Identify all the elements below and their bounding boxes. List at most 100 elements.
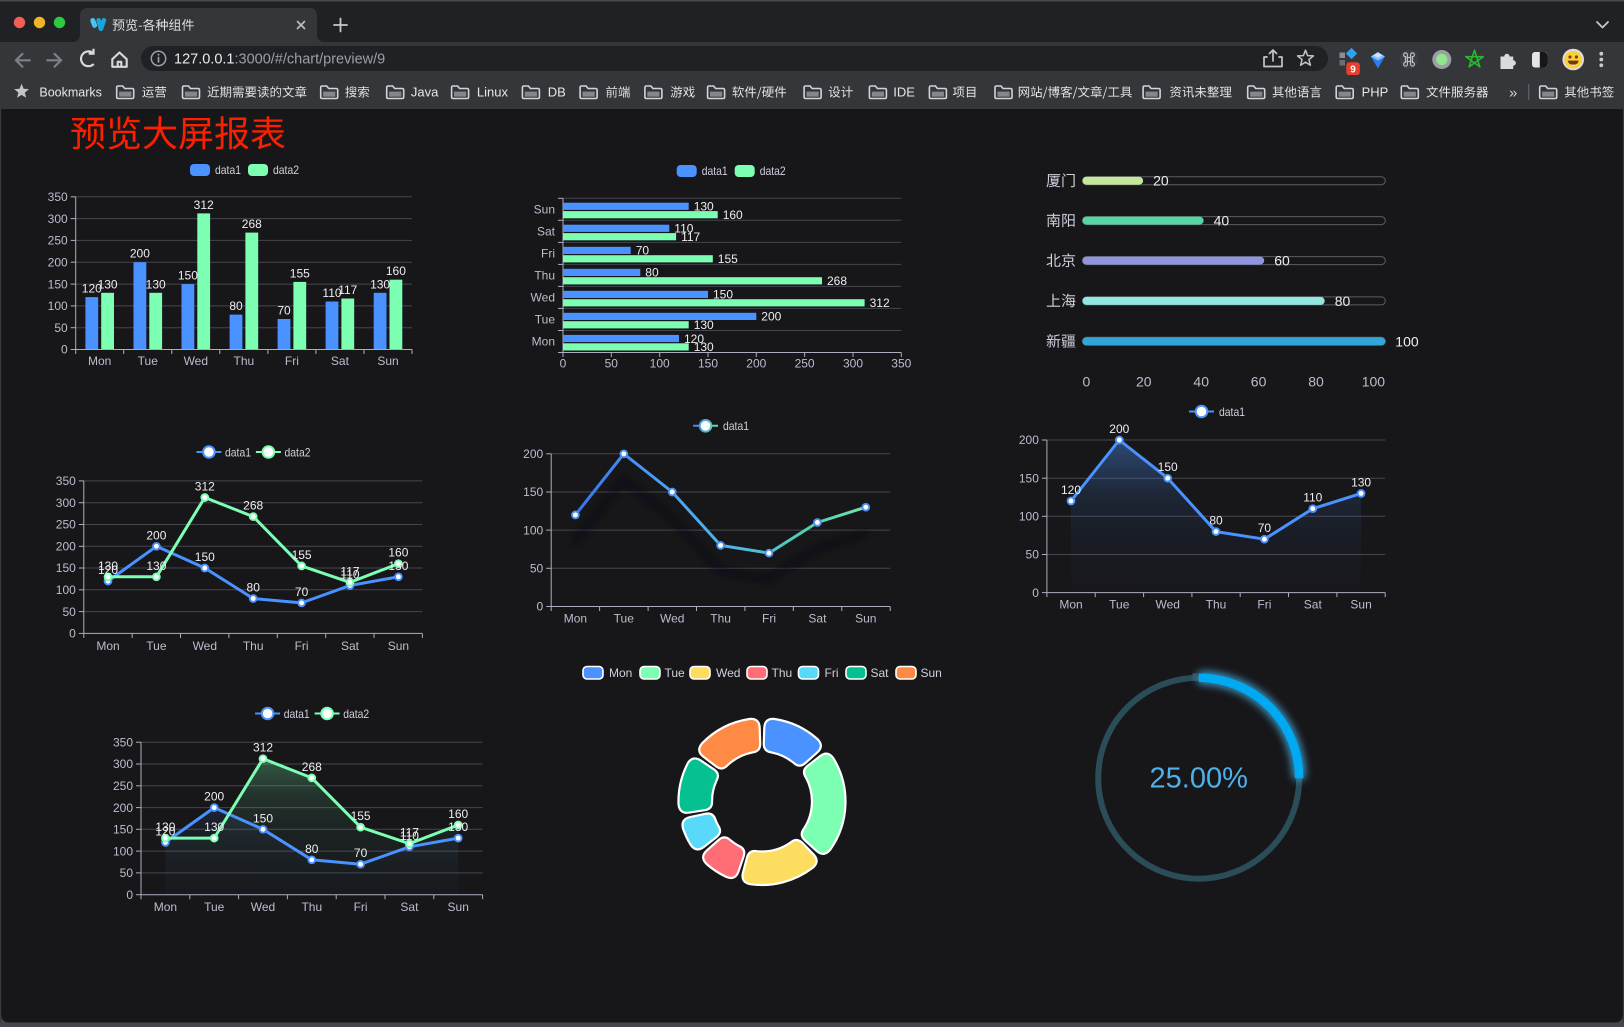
svg-text:100: 100 (48, 299, 68, 313)
svg-text:117: 117 (338, 283, 357, 297)
svg-text:127.0.0.1:3000/#/chart/preview: 127.0.0.1:3000/#/chart/preview/9 (174, 52, 385, 68)
svg-text:155: 155 (351, 809, 371, 823)
svg-text:data1: data1 (702, 164, 728, 178)
svg-text:130: 130 (694, 318, 714, 332)
svg-text:130: 130 (1351, 475, 1371, 489)
svg-text:data1: data1 (723, 419, 749, 433)
svg-text:Tue: Tue (614, 611, 635, 625)
svg-text:70: 70 (636, 244, 650, 258)
svg-text:100: 100 (523, 523, 543, 537)
svg-text:Fri: Fri (541, 247, 555, 261)
svg-text:0: 0 (126, 888, 133, 902)
svg-text:Fri: Fri (762, 611, 776, 625)
svg-text:130: 130 (146, 277, 166, 291)
svg-text:80: 80 (247, 581, 261, 595)
svg-text:120: 120 (684, 332, 704, 346)
svg-text:Bookmarks: Bookmarks (39, 86, 102, 100)
svg-text:70: 70 (295, 585, 309, 599)
svg-text:150: 150 (713, 288, 733, 302)
svg-text:200: 200 (746, 356, 766, 370)
svg-text:268: 268 (827, 274, 847, 288)
svg-text:130: 130 (694, 340, 714, 354)
svg-text:data2: data2 (760, 164, 786, 178)
svg-text:250: 250 (113, 779, 133, 793)
svg-text:data1: data1 (1219, 405, 1245, 419)
svg-text:200: 200 (130, 247, 150, 261)
svg-text:300: 300 (113, 757, 133, 771)
svg-text:Tue: Tue (665, 666, 686, 680)
svg-text:200: 200 (1109, 422, 1129, 436)
svg-text:200: 200 (146, 528, 166, 542)
svg-text:Thu: Thu (710, 611, 731, 625)
svg-text:100: 100 (1362, 374, 1386, 390)
svg-text:40: 40 (1214, 213, 1230, 229)
svg-text:0: 0 (1083, 374, 1091, 390)
svg-text:Sat: Sat (400, 900, 419, 914)
svg-text:20: 20 (1153, 173, 1169, 189)
svg-text:150: 150 (253, 811, 273, 825)
svg-text:Fri: Fri (1257, 598, 1271, 612)
svg-text:200: 200 (48, 255, 68, 269)
svg-text:312: 312 (195, 480, 215, 494)
svg-text:Wed: Wed (660, 611, 684, 625)
svg-text:350: 350 (56, 474, 76, 488)
svg-text:130: 130 (98, 277, 118, 291)
svg-text:DB: DB (548, 85, 566, 100)
svg-text:0: 0 (69, 627, 76, 641)
svg-text:Wed: Wed (251, 900, 275, 914)
svg-text:Mon: Mon (1059, 598, 1082, 612)
svg-text:100: 100 (650, 356, 670, 370)
svg-text:»: » (1509, 85, 1517, 102)
svg-text:Thu: Thu (1206, 598, 1227, 612)
svg-text:268: 268 (243, 499, 263, 513)
svg-text:110: 110 (1303, 491, 1322, 505)
svg-text:160: 160 (388, 546, 408, 560)
svg-text:Wed: Wed (193, 639, 217, 653)
svg-text:120: 120 (82, 282, 102, 296)
svg-text:Thu: Thu (301, 900, 322, 914)
svg-text:268: 268 (302, 760, 322, 774)
svg-text:0: 0 (61, 343, 68, 357)
svg-text:150: 150 (113, 823, 133, 837)
svg-text:200: 200 (1019, 433, 1039, 447)
svg-text:150: 150 (698, 356, 718, 370)
svg-text:110: 110 (674, 222, 693, 236)
svg-text:60: 60 (1274, 253, 1290, 269)
svg-text:160: 160 (386, 264, 406, 278)
svg-text:Wed: Wed (184, 354, 208, 368)
svg-text:50: 50 (530, 562, 544, 576)
svg-text:70: 70 (354, 846, 368, 860)
svg-text:150: 150 (56, 561, 76, 575)
svg-text:80: 80 (229, 299, 243, 313)
svg-text:150: 150 (195, 550, 215, 564)
svg-text:Mon: Mon (96, 639, 119, 653)
svg-text:100: 100 (1395, 333, 1419, 349)
svg-text:Thu: Thu (243, 639, 264, 653)
svg-text:120: 120 (1061, 483, 1081, 497)
svg-text:data2: data2 (273, 163, 299, 177)
svg-text:312: 312 (194, 198, 214, 212)
svg-text:300: 300 (56, 496, 76, 510)
svg-text:Wed: Wed (716, 666, 740, 680)
svg-text:Tue: Tue (138, 354, 159, 368)
svg-text:Thu: Thu (534, 269, 555, 283)
svg-text:Java: Java (411, 85, 439, 100)
svg-text:Fri: Fri (295, 639, 309, 653)
svg-text:100: 100 (56, 583, 76, 597)
svg-text:160: 160 (723, 208, 743, 222)
svg-text:Sun: Sun (1350, 598, 1371, 612)
svg-text:110: 110 (400, 829, 419, 843)
svg-text:200: 200 (761, 310, 781, 324)
svg-text:Sun: Sun (448, 900, 469, 914)
svg-text:Wed: Wed (1155, 598, 1179, 612)
svg-text:data1: data1 (225, 445, 251, 459)
svg-text:60: 60 (1251, 374, 1267, 390)
svg-text:50: 50 (605, 356, 619, 370)
svg-text:130: 130 (146, 559, 166, 573)
svg-text:130: 130 (388, 559, 408, 573)
svg-text:Sat: Sat (1304, 598, 1323, 612)
svg-text:250: 250 (56, 518, 76, 532)
svg-text:data1: data1 (284, 707, 310, 721)
svg-text:40: 40 (1193, 374, 1209, 390)
svg-text:130: 130 (694, 200, 714, 214)
